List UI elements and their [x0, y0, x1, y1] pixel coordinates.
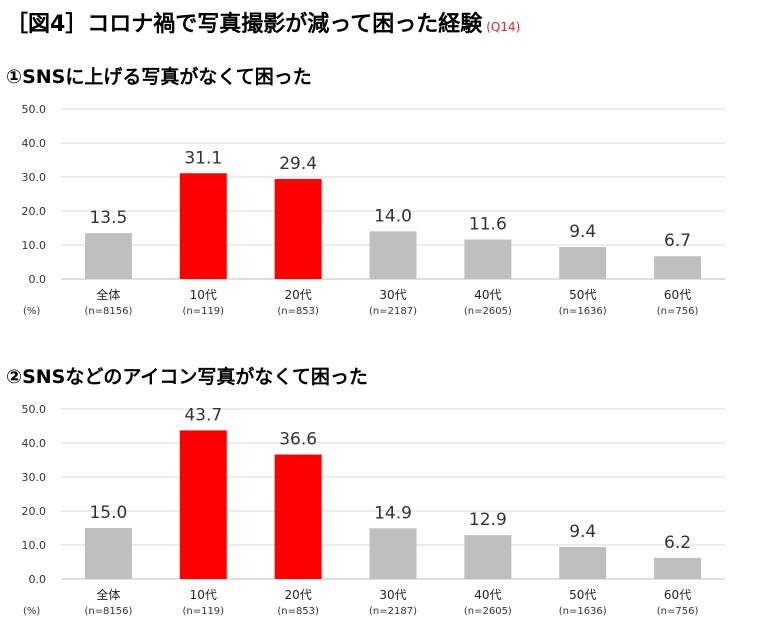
data-label: 13.5 — [89, 208, 127, 228]
data-label: 6.2 — [664, 533, 691, 553]
y-tick-label: 30.0 — [22, 171, 47, 184]
bar — [654, 256, 702, 279]
data-label: 12.9 — [469, 510, 507, 530]
sample-size-label: (n=2187) — [369, 306, 417, 317]
data-label: 36.6 — [279, 430, 317, 450]
figure-title: ［図4］コロナ禍で写真撮影が減って困った経験 (Q14) — [6, 6, 520, 38]
y-tick-label: 0.0 — [29, 273, 47, 286]
figure-title-text: ［図4］コロナ禍で写真撮影が減って困った経験 — [6, 12, 483, 37]
sample-size-label: (n=756) — [657, 306, 699, 317]
y-tick-label: 10.0 — [22, 539, 47, 552]
data-label: 9.4 — [569, 522, 596, 542]
bar — [274, 454, 322, 579]
unit-label: (%) — [23, 606, 40, 617]
bar — [464, 239, 512, 279]
data-label: 6.7 — [664, 231, 691, 251]
data-label: 14.0 — [374, 206, 412, 226]
sample-size-label: (n=119) — [182, 606, 224, 617]
data-label: 14.9 — [374, 503, 412, 523]
sample-size-label: (n=756) — [657, 606, 699, 617]
category-label: 全体 — [96, 287, 120, 302]
category-label: 40代 — [474, 588, 501, 602]
chart-1: 0.0 10.0 20.0 30.0 40.0 50.0 13.5 全体 (n=8156) 31.… — [22, 103, 725, 317]
category-label: 30代 — [379, 588, 406, 602]
unit-label: (%) — [23, 306, 40, 317]
category-label: 20代 — [285, 588, 312, 602]
category-label: 20代 — [285, 288, 312, 302]
data-label: 9.4 — [569, 222, 596, 242]
category-label: 50代 — [569, 588, 596, 602]
bar — [464, 535, 512, 579]
y-tick-label: 30.0 — [22, 471, 47, 484]
category-label: 50代 — [569, 288, 596, 302]
bar — [84, 233, 132, 279]
sample-size-label: (n=2187) — [369, 606, 417, 617]
sample-size-label: (n=2605) — [464, 306, 512, 317]
y-tick-label: 40.0 — [22, 137, 47, 150]
data-label: 15.0 — [89, 503, 127, 523]
category-label: 30代 — [379, 288, 406, 302]
y-tick-label: 10.0 — [22, 239, 47, 252]
bar — [559, 547, 607, 579]
data-label: 11.6 — [469, 215, 507, 235]
data-label: 29.4 — [279, 154, 317, 174]
data-label: 43.7 — [184, 405, 222, 425]
y-tick-label: 20.0 — [22, 205, 47, 218]
y-tick-label: 40.0 — [22, 437, 47, 450]
category-label: 10代 — [190, 288, 217, 302]
y-tick-label: 50.0 — [22, 403, 47, 416]
sample-size-label: (n=1636) — [559, 306, 607, 317]
category-label: 40代 — [474, 288, 501, 302]
sample-size-label: (n=8156) — [84, 606, 132, 617]
bar — [179, 430, 227, 579]
data-label: 31.1 — [184, 148, 222, 168]
bar — [559, 247, 607, 279]
chart-1-title: ①SNSに上げる写真がなくて困った — [6, 66, 312, 88]
y-tick-label: 0.0 — [29, 573, 47, 586]
sample-size-label: (n=853) — [277, 606, 319, 617]
bar — [654, 557, 702, 579]
sample-size-label: (n=853) — [277, 306, 319, 317]
figure-question-code: (Q14) — [486, 20, 521, 34]
bar — [84, 528, 132, 579]
bar — [369, 231, 417, 279]
chart-2-title: ②SNSなどのアイコン写真がなくて困った — [6, 366, 368, 388]
category-label: 60代 — [664, 288, 691, 302]
sample-size-label: (n=8156) — [84, 306, 132, 317]
chart-2: 0.0 10.0 20.0 30.0 40.0 50.0 15.0 全体 (n=8156) 43.… — [22, 403, 725, 617]
y-tick-label: 20.0 — [22, 505, 47, 518]
bar — [274, 179, 322, 279]
sample-size-label: (n=119) — [182, 306, 224, 317]
category-label: 60代 — [664, 588, 691, 602]
sample-size-label: (n=1636) — [559, 606, 607, 617]
category-label: 10代 — [190, 588, 217, 602]
sample-size-label: (n=2605) — [464, 606, 512, 617]
bar — [369, 528, 417, 579]
category-label: 全体 — [96, 587, 120, 602]
y-tick-label: 50.0 — [22, 103, 47, 116]
bar — [179, 173, 227, 279]
